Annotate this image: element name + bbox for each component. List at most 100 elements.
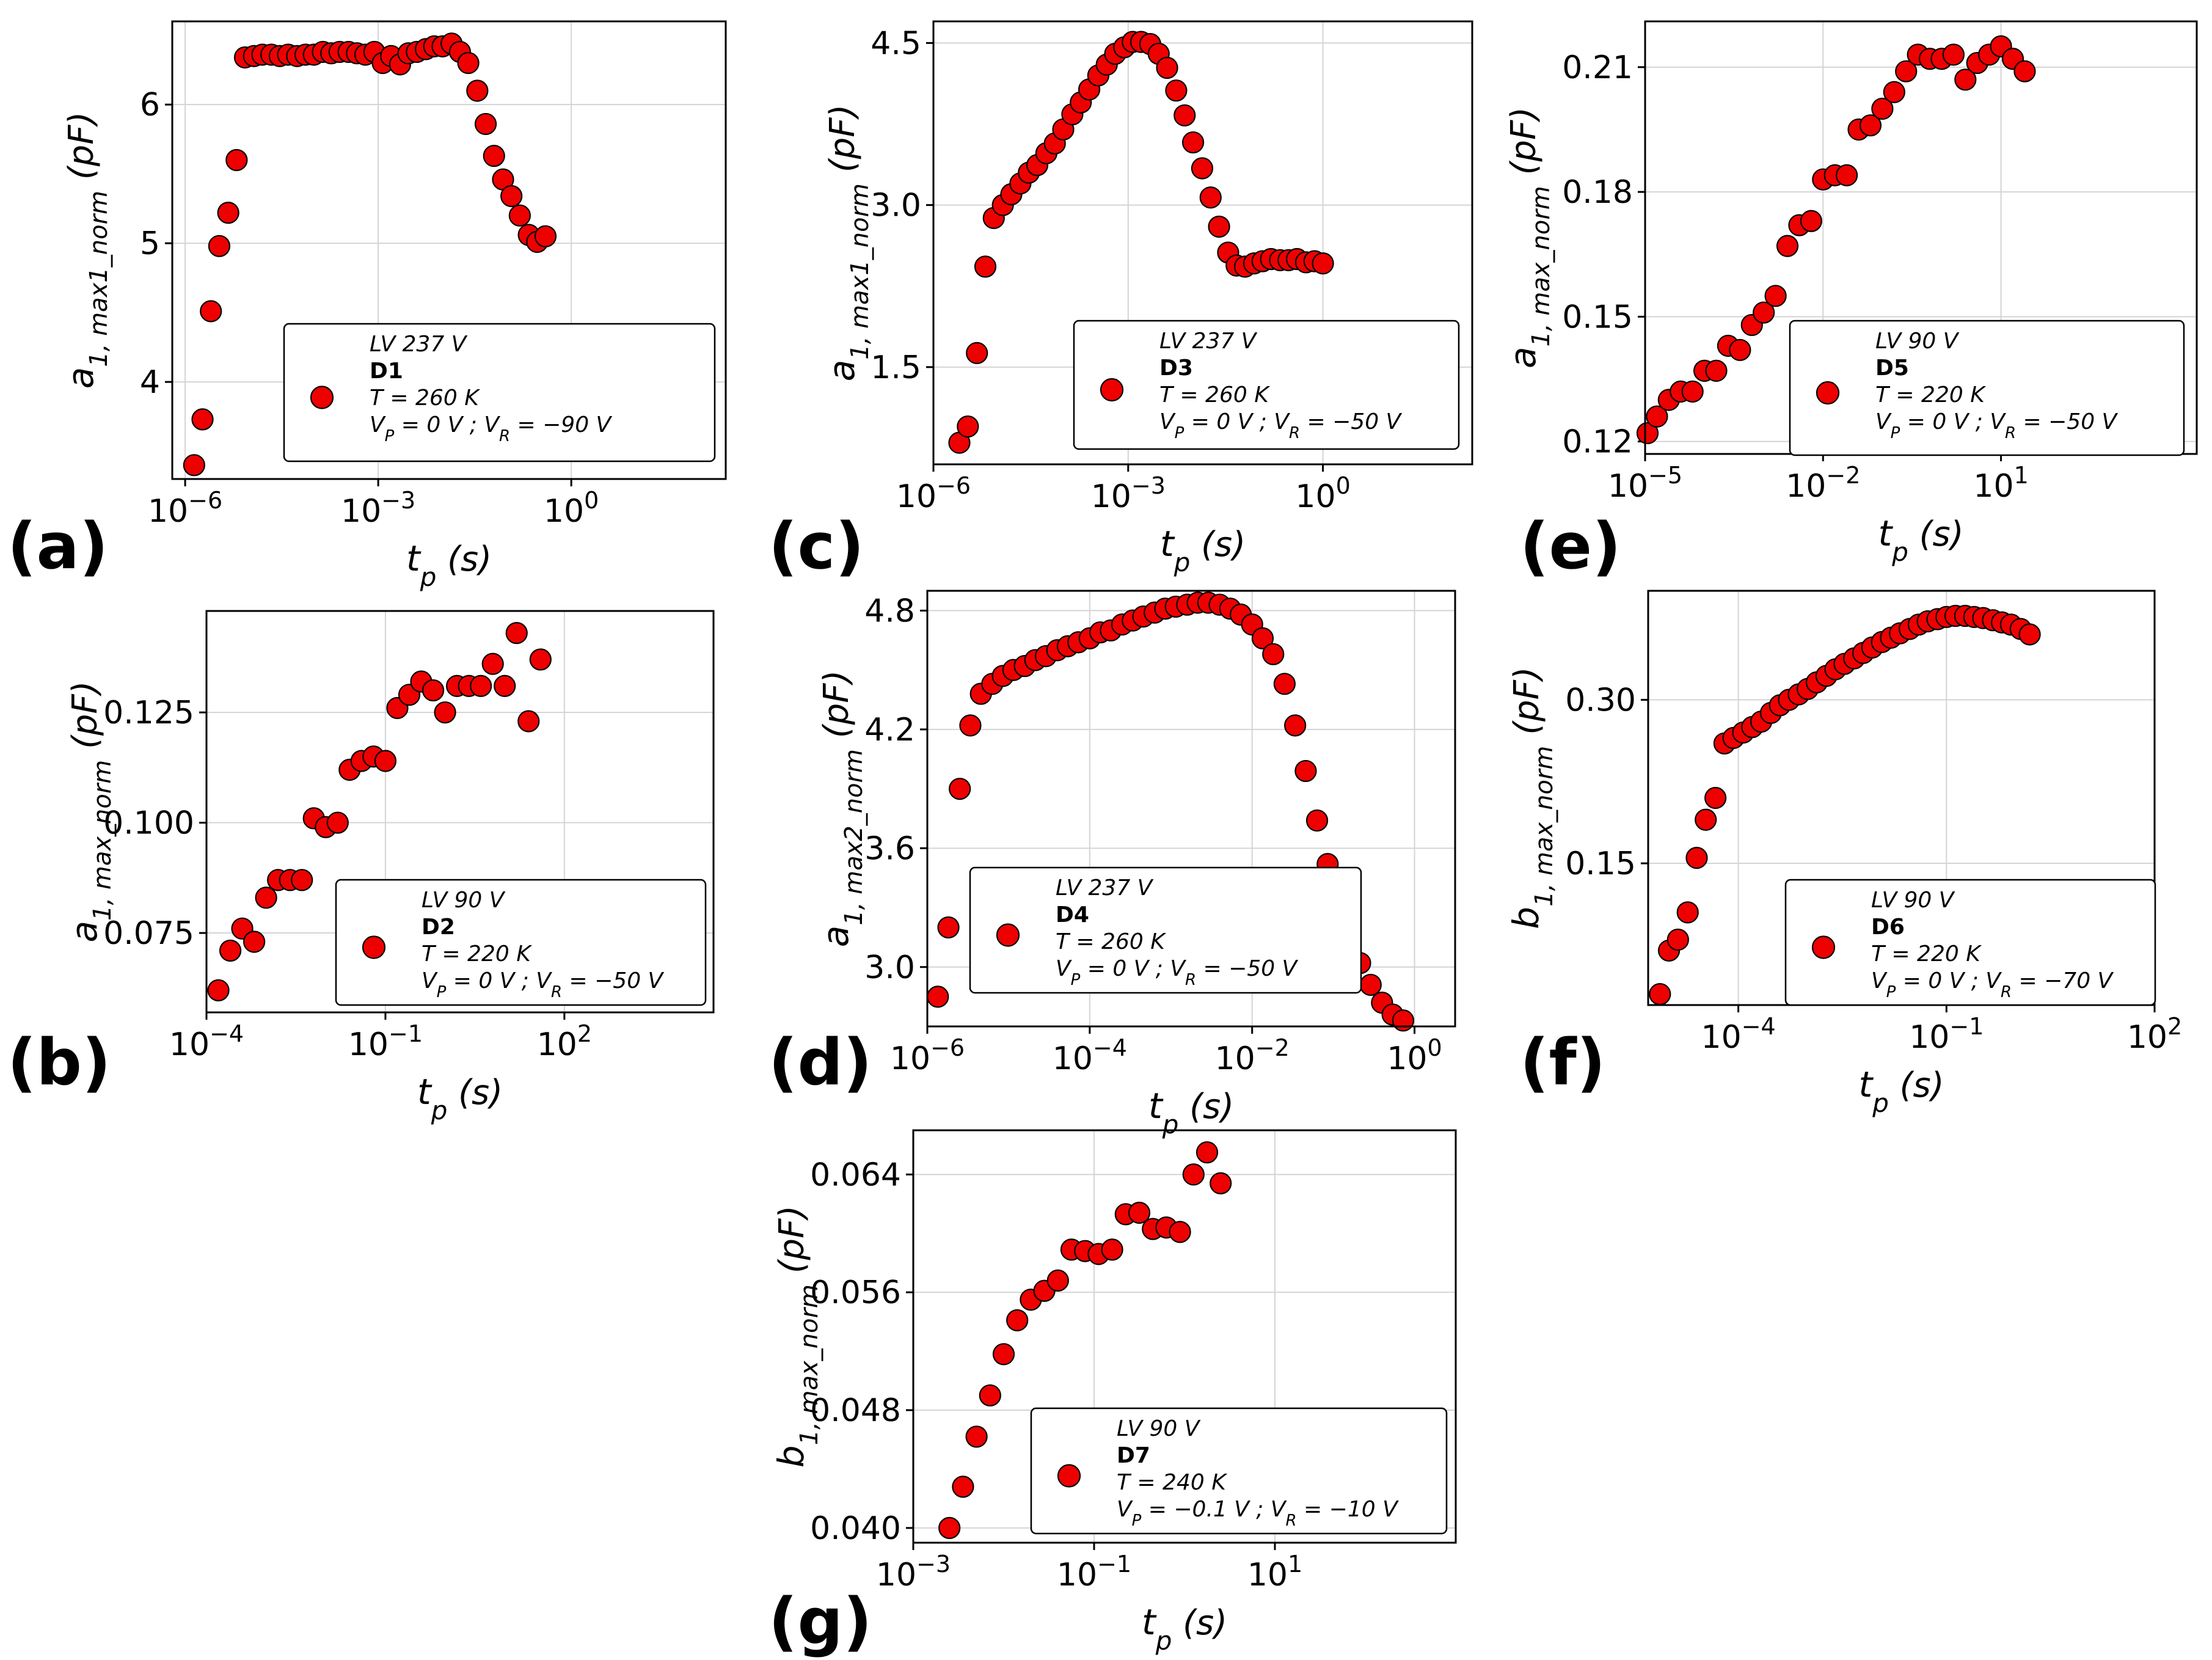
data-point	[1156, 56, 1178, 79]
legend-marker	[1100, 378, 1124, 402]
data-point	[1006, 1309, 1029, 1332]
data-point	[457, 51, 480, 75]
data-point	[1764, 285, 1787, 307]
x-tick-label: 10−3	[1091, 472, 1166, 515]
legend-line: D3	[1159, 356, 1193, 381]
data-point	[1954, 68, 1977, 91]
legend-box	[335, 879, 707, 1006]
data-point	[1895, 60, 1918, 82]
legend-line: LV 90 V	[1875, 329, 1960, 354]
data-point	[2013, 60, 2036, 82]
x-tick-label: 101	[1247, 1551, 1302, 1593]
legend-line: VP = 0 V ; VR = −50 V	[1875, 409, 2119, 442]
data-point	[505, 621, 528, 645]
x-tick-label: 10−3	[341, 487, 415, 530]
x-tick-label: 102	[537, 1020, 592, 1063]
x-tick-label: 10−4	[169, 1020, 244, 1063]
data-point	[966, 342, 988, 364]
data-point	[974, 255, 997, 278]
y-tick-label: 0.18	[1562, 174, 1633, 211]
legend-line: LV 237 V	[1159, 329, 1258, 354]
legend-box	[283, 323, 716, 463]
legend-marker	[1816, 381, 1840, 405]
legend-line: T = 220 K	[422, 942, 532, 967]
plot-frame	[932, 20, 1473, 466]
legend-line: T = 220 K	[1871, 942, 1982, 967]
data-point	[1649, 983, 1671, 1006]
y-tick-label: 0.064	[810, 1157, 901, 1193]
y-tick-label: 3.6	[864, 830, 915, 867]
legend-line: LV 90 V	[422, 888, 506, 913]
panel-g: 10−3 10−1 101 0.040 0.048 0.056 0.064 LV 90 VD7…	[768, 1129, 1457, 1659]
legend-line: VP = 0 V ; VR = −90 V	[370, 412, 613, 445]
data-point	[1181, 131, 1205, 154]
y-tick-label: 0.100	[103, 805, 194, 842]
data-point	[207, 979, 230, 1002]
y-tick-label: 4.2	[864, 712, 915, 748]
x-tick-label: 101	[1973, 462, 2028, 505]
data-point	[937, 916, 960, 939]
plot-frame	[171, 20, 727, 480]
panel-label: (f)	[1520, 1025, 1605, 1100]
legend-box	[1030, 1407, 1448, 1535]
y-tick-label: 0.056	[810, 1274, 901, 1311]
y-axis-label: a1, max2_norm (pF)	[815, 670, 868, 948]
data-point	[508, 204, 531, 227]
legend-marker	[1811, 935, 1836, 959]
data-point	[1859, 114, 1882, 137]
legend-line: LV 237 V	[1056, 876, 1154, 901]
x-tick-label: 10−6	[896, 472, 971, 515]
data-point	[1273, 673, 1296, 695]
data-point	[1695, 808, 1717, 831]
data-point	[1165, 79, 1188, 102]
data-point	[965, 1425, 988, 1448]
data-point	[225, 148, 248, 172]
legend-marker	[996, 923, 1020, 947]
data-point	[1883, 81, 1905, 103]
y-tick-label: 3.0	[871, 188, 921, 224]
data-point	[1199, 186, 1222, 209]
y-axis-label: a1, max1_norm (pF)	[821, 104, 874, 382]
data-point	[434, 701, 456, 724]
data-point	[183, 454, 205, 477]
data-point	[1210, 1172, 1232, 1194]
x-tick-label: 100	[1387, 1034, 1442, 1077]
data-point	[1128, 1201, 1151, 1224]
y-axis-label: b1, max_norm (pF)	[1505, 667, 1558, 929]
data-point	[1392, 1009, 1415, 1032]
data-point	[1182, 1163, 1205, 1186]
data-point	[500, 185, 523, 208]
data-point	[1646, 405, 1668, 428]
data-point	[1174, 104, 1196, 126]
data-point	[1676, 901, 1699, 924]
x-axis-label: tp (s)	[1160, 523, 1246, 577]
data-point	[1705, 359, 1728, 382]
legend-line: D2	[422, 915, 455, 940]
data-point	[1729, 338, 1751, 361]
x-tick-label: 10−4	[1053, 1034, 1127, 1077]
data-point	[219, 939, 242, 962]
y-tick-label: 0.15	[1565, 846, 1636, 882]
plot-frame	[912, 1129, 1457, 1544]
y-tick-label: 0.15	[1562, 299, 1633, 335]
legend-line: T = 240 K	[1117, 1470, 1227, 1495]
legend-box	[1784, 879, 2156, 1006]
x-tick-label: 100	[1295, 472, 1350, 515]
data-point	[1251, 627, 1274, 649]
data-point	[374, 750, 397, 772]
data-point	[992, 1343, 1015, 1366]
data-point	[291, 869, 313, 891]
data-point	[208, 235, 231, 257]
data-point	[255, 887, 277, 909]
x-axis-label: tp (s)	[1148, 1085, 1234, 1139]
x-axis-label: tp (s)	[406, 538, 492, 592]
y-tick-label: 5	[140, 225, 160, 262]
y-tick-label: 0.21	[1562, 49, 1633, 86]
legend-line: VP = 0 V ; VR = −70 V	[1871, 968, 2114, 1001]
